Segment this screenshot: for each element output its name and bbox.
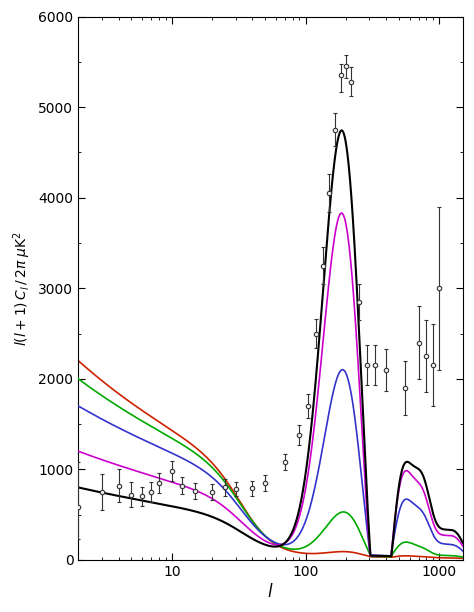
X-axis label: $l$: $l$ [267,583,274,601]
Y-axis label: $l(l+1)\, C_l\, /\, 2\pi\; \mu{\rm K}^2$: $l(l+1)\, C_l\, /\, 2\pi\; \mu{\rm K}^2$ [11,231,33,346]
